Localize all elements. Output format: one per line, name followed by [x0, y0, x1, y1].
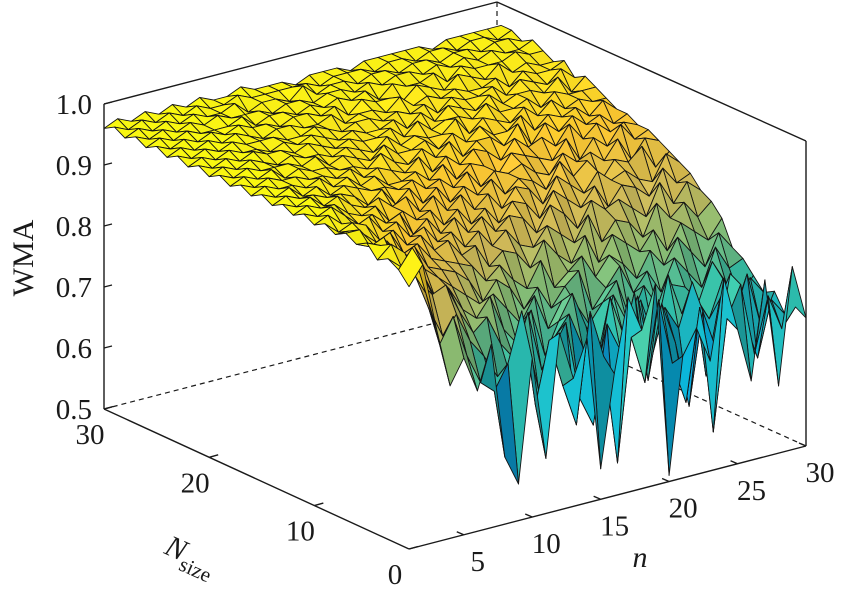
y-tick-mark	[208, 454, 219, 458]
x-tick-label: 30	[806, 457, 835, 489]
y-axis-label: Nsize	[156, 529, 221, 587]
y-tick-mark	[408, 545, 419, 550]
z-tick-mark	[103, 345, 113, 349]
y-tick-label: 20	[181, 467, 210, 499]
top-right-back-edge	[496, 1, 807, 142]
x-axis-line	[408, 445, 807, 550]
x-tick-mark	[661, 477, 670, 483]
x-tick-label: 15	[600, 510, 629, 542]
y-tick-mark	[103, 405, 114, 410]
surface-mesh	[103, 24, 807, 485]
z-tick-label: 0.5	[56, 394, 92, 426]
x-axis-label: n	[633, 541, 648, 574]
x-tick-label: 20	[669, 493, 698, 525]
z-tick-label: 0.6	[56, 333, 92, 365]
y-axis-ticks: 0 10 20 30	[76, 405, 419, 591]
z-tick-label: 0.7	[56, 272, 92, 304]
z-axis-ticks: 0.5 0.6 0.7 0.8 0.9 1.0	[56, 89, 113, 426]
x-tick-label: 25	[737, 475, 766, 507]
x-tick-label: 10	[532, 528, 561, 560]
x-tick-mark	[524, 513, 533, 518]
x-tick-label: 5	[471, 546, 486, 578]
y-tick-mark	[314, 502, 324, 507]
z-tick-label: 1.0	[56, 89, 92, 121]
x-axis-ticks: 5 10 15 20 25 30	[456, 442, 835, 578]
y-axis-line	[103, 408, 410, 550]
floor-back-left-edge	[103, 306, 498, 410]
surface-face	[398, 247, 424, 288]
x-tick-mark	[593, 495, 601, 500]
z-tick-label: 0.9	[56, 150, 92, 182]
y-tick-label: 0	[388, 559, 403, 591]
y-tick-label: 30	[76, 419, 105, 451]
top-left-back-edge	[103, 1, 498, 105]
x-tick-mark	[798, 442, 807, 447]
z-tick-mark	[103, 101, 113, 105]
z-tick-mark	[103, 162, 113, 166]
x-tick-mark	[730, 460, 738, 465]
z-tick-mark	[103, 223, 113, 227]
z-tick-label: 0.8	[56, 211, 92, 243]
z-tick-mark	[103, 284, 113, 288]
y-tick-label: 10	[286, 516, 315, 548]
z-axis-label: WMA	[7, 219, 40, 296]
x-tick-mark	[456, 531, 465, 536]
